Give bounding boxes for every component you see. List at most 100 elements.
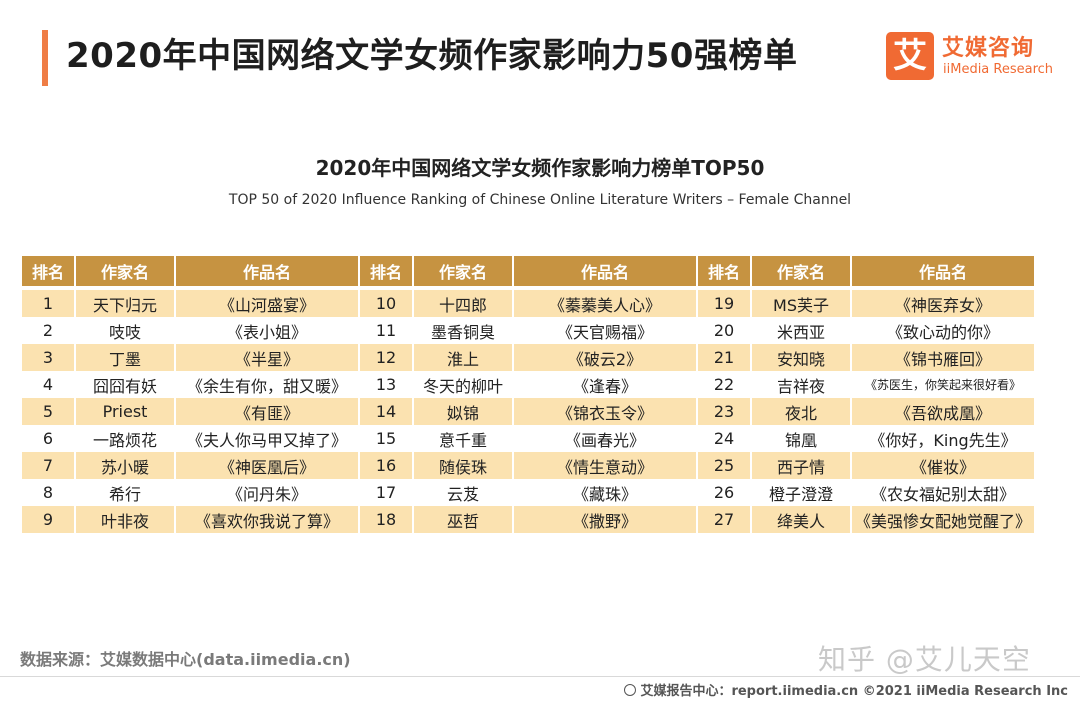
cell-author: 绛美人 [752, 506, 850, 533]
cell-rank: 23 [698, 398, 750, 425]
cell-work: 《情生意动》 [514, 452, 696, 479]
cell-author: 墨香铜臭 [414, 317, 512, 344]
cell-work: 《藏珠》 [514, 479, 696, 506]
cell-rank: 27 [698, 506, 750, 533]
table-row: 4 囧囧有妖 《余生有你，甜又暖》 13 冬天的柳叶 《逢春》 22 吉祥夜 《苏医生，你笑起来… [22, 371, 1034, 398]
ranking-table: 排名 作家名 作品名 排名 作家名 作品名 排名 作家名 作品名 1 天下归元 《山… [20, 256, 1036, 533]
cell-work: 《问丹朱》 [176, 479, 358, 506]
cell-work: 《半星》 [176, 344, 358, 371]
cell-work: 《有匪》 [176, 398, 358, 425]
title-accent-bar [42, 30, 48, 86]
cell-author: 苏小暖 [76, 452, 174, 479]
cell-rank: 13 [360, 371, 412, 398]
cell-work: 《神医弃女》 [852, 290, 1034, 317]
cell-rank: 17 [360, 479, 412, 506]
cell-author: Priest [76, 398, 174, 425]
ranking-table-container: 排名 作家名 作品名 排名 作家名 作品名 排名 作家名 作品名 1 天下归元 《山… [20, 256, 1036, 533]
cell-author: 云芨 [414, 479, 512, 506]
cell-author: 吱吱 [76, 317, 174, 344]
table-subtitle: TOP 50 of 2020 Influence Ranking of Chin… [228, 192, 852, 208]
footer-credit: 艾媒报告中心：report.iimedia.cn ©2021 iiMedia R… [624, 680, 1068, 699]
cell-work: 《破云2》 [514, 344, 696, 371]
cell-rank: 16 [360, 452, 412, 479]
cell-work: 《表小姐》 [176, 317, 358, 344]
cell-rank: 8 [22, 479, 74, 506]
table-title: 2020年中国网络文学女频作家影响力榜单TOP50 [315, 156, 765, 180]
cell-work: 《美强惨女配她觉醒了》 [852, 506, 1034, 533]
cell-author: 随侯珠 [414, 452, 512, 479]
cell-rank: 5 [22, 398, 74, 425]
cell-author: 橙子澄澄 [752, 479, 850, 506]
cell-work: 《天官赐福》 [514, 317, 696, 344]
table-row: 8 希行 《问丹朱》 17 云芨 《藏珠》 26 橙子澄澄 《农女福妃别太甜》 [22, 479, 1034, 506]
cell-work: 《苏医生，你笑起来很好看》 [852, 371, 1034, 398]
cell-author: 巫哲 [414, 506, 512, 533]
cell-author: MS芙子 [752, 290, 850, 317]
cell-work: 《山河盛宴》 [176, 290, 358, 317]
cell-rank: 3 [22, 344, 74, 371]
cell-rank: 14 [360, 398, 412, 425]
globe-icon [624, 684, 637, 696]
cell-rank: 18 [360, 506, 412, 533]
cell-work: 《逢春》 [514, 371, 696, 398]
cell-rank: 11 [360, 317, 412, 344]
cell-rank: 21 [698, 344, 750, 371]
footer-divider [0, 676, 1080, 677]
logo-chinese-name: 艾媒咨询 [942, 36, 1035, 61]
cell-rank: 7 [22, 452, 74, 479]
page-title: 2020年中国网络文学女频作家影响力50强榜单 [66, 36, 798, 76]
cell-work: 《你好，King先生》 [852, 425, 1034, 452]
cell-rank: 10 [360, 290, 412, 317]
cell-author: 希行 [76, 479, 174, 506]
cell-work: 《神医凰后》 [176, 452, 358, 479]
table-row: 6 一路烦花 《夫人你马甲又掉了》 15 意千重 《画春光》 24 锦凰 《你好，King先生》 [22, 425, 1034, 452]
cell-author: 淮上 [414, 344, 512, 371]
cell-rank: 6 [22, 425, 74, 452]
logo-mark-icon: 艾 [886, 32, 934, 80]
cell-author: 米西亚 [752, 317, 850, 344]
cell-work: 《余生有你，甜又暖》 [176, 371, 358, 398]
cell-rank: 12 [360, 344, 412, 371]
cell-author: 一路烦花 [76, 425, 174, 452]
cell-author: 冬天的柳叶 [414, 371, 512, 398]
table-row: 3 丁墨 《半星》 12 淮上 《破云2》 21 安知晓 《锦书雁回》 [22, 344, 1034, 371]
watermark: 知乎 @艾儿天空 [818, 643, 1031, 676]
logo-english-name: iiMedia Research [943, 62, 1054, 77]
cell-work: 《蓁蓁美人心》 [514, 290, 696, 317]
cell-author: 姒锦 [414, 398, 512, 425]
cell-rank: 2 [22, 317, 74, 344]
cell-author: 意千重 [414, 425, 512, 452]
cell-work: 《锦衣玉令》 [514, 398, 696, 425]
cell-rank: 19 [698, 290, 750, 317]
table-row: 2 吱吱 《表小姐》 11 墨香铜臭 《天官赐福》 20 米西亚 《致心动的你》 [22, 317, 1034, 344]
table-row: 7 苏小暖 《神医凰后》 16 随侯珠 《情生意动》 25 西子情 《催妆》 [22, 452, 1034, 479]
header-author: 作家名 [752, 256, 850, 286]
cell-rank: 26 [698, 479, 750, 506]
cell-rank: 22 [698, 371, 750, 398]
header-rank: 排名 [698, 256, 750, 286]
header-rank: 排名 [22, 256, 74, 286]
cell-author: 西子情 [752, 452, 850, 479]
cell-author: 安知晓 [752, 344, 850, 371]
footer-report-text: 艾媒报告中心：report.iimedia.cn ©2021 iiMedia R… [640, 684, 1068, 699]
cell-author: 十四郎 [414, 290, 512, 317]
header-author: 作家名 [414, 256, 512, 286]
cell-rank: 9 [22, 506, 74, 533]
header-author: 作家名 [76, 256, 174, 286]
table-header-row: 排名 作家名 作品名 排名 作家名 作品名 排名 作家名 作品名 [22, 256, 1034, 286]
cell-author: 夜北 [752, 398, 850, 425]
cell-work: 《夫人你马甲又掉了》 [176, 425, 358, 452]
cell-work: 《喜欢你我说了算》 [176, 506, 358, 533]
cell-author: 锦凰 [752, 425, 850, 452]
cell-work: 《吾欲成凰》 [852, 398, 1034, 425]
cell-rank: 24 [698, 425, 750, 452]
cell-work: 《农女福妃别太甜》 [852, 479, 1034, 506]
cell-rank: 20 [698, 317, 750, 344]
cell-author: 叶非夜 [76, 506, 174, 533]
table-row: 1 天下归元 《山河盛宴》 10 十四郎 《蓁蓁美人心》 19 MS芙子 《神医弃女》 [22, 290, 1034, 317]
cell-author: 丁墨 [76, 344, 174, 371]
cell-author: 囧囧有妖 [76, 371, 174, 398]
cell-rank: 4 [22, 371, 74, 398]
cell-work: 《锦书雁回》 [852, 344, 1034, 371]
cell-rank: 15 [360, 425, 412, 452]
